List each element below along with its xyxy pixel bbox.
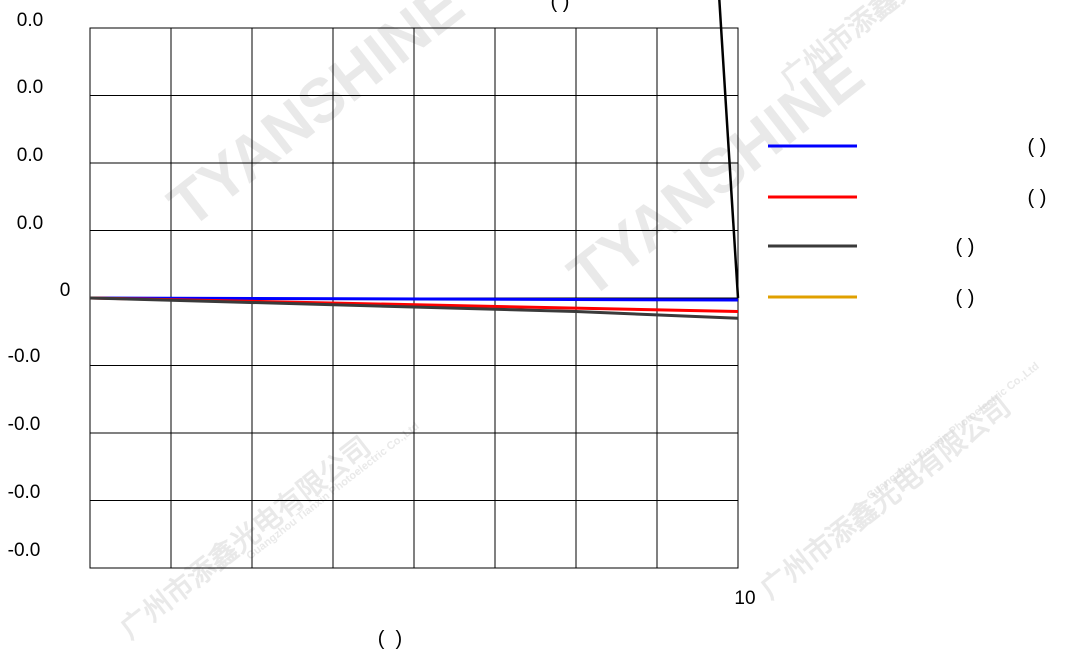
watermark-brand: TYANSHINE [156,0,476,241]
watermark-company-en: Guangzhou Tianxin Photoelectric Co.,Ltd [864,360,1041,502]
y-tick-label: -0.0 [8,540,41,561]
series-line [89,296,739,302]
y-axis-ticks: 0.0 0.0 0.0 0.0 0 -0.0 -0.0 -0.0 -0.0 [8,10,71,561]
series-layer [89,0,740,320]
legend-label: ( ) [1028,136,1047,158]
legend-label: ( ) [1028,187,1047,209]
legend-label: ( ) [956,236,975,258]
x-tick-label: 10 [734,588,755,609]
series-line [89,296,739,320]
watermark-company-cn: 广州市添鑫光电有限公司 [114,430,376,645]
y-tick-label: 0 [60,280,71,301]
x-axis-label: ( ) [378,628,402,650]
legend: ( ) ( ) ( ) ( ) [768,136,1046,309]
y-tick-label: 0.0 [17,77,43,98]
y-tick-label: -0.0 [8,482,41,503]
legend-label: ( ) [956,287,975,309]
y-tick-label: -0.0 [8,414,41,435]
y-tick-label: 0.0 [17,213,43,234]
y-tick-label: -0.0 [8,346,41,367]
watermark-brand: TYANSHINE [556,40,876,311]
chart-title: ( ) [551,0,570,13]
watermark-layer: TYANSHINE TYANSHINE 广州市添鑫光电有限公司 广州市添鑫光电有… [114,0,1042,645]
y-tick-label: 0.0 [17,145,43,166]
y-tick-label: 0.0 [17,10,43,31]
steep-line [718,0,740,299]
watermark-company-cn: 广州市添鑫光电有限公司 [754,390,1016,605]
